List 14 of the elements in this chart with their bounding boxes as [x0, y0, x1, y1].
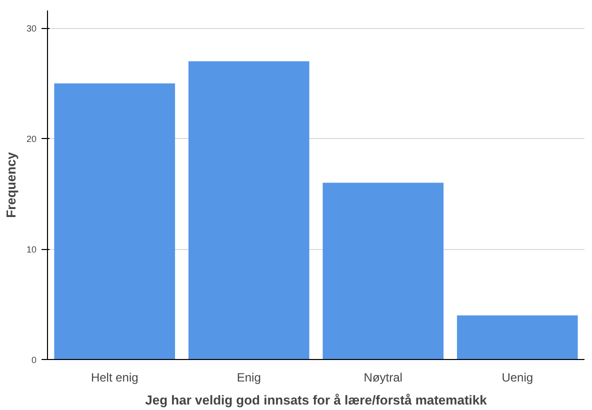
bar — [54, 83, 176, 360]
x-tick-label: Enig — [236, 370, 261, 384]
y-tick-label: 10 — [26, 244, 37, 255]
y-tick-label: 30 — [26, 24, 37, 34]
x-tick-label: Helt enig — [90, 370, 138, 384]
bar — [188, 61, 310, 360]
y-tick-label: 20 — [26, 134, 37, 144]
x-axis-title: Jeg har veldig god innsats for å lære/forstå matematikk — [145, 392, 488, 408]
bar — [322, 182, 444, 360]
bar — [456, 315, 578, 360]
x-tick-label: Uenig — [502, 370, 534, 384]
y-tick-label: 0 — [31, 355, 37, 365]
y-axis-title: Frequency — [3, 151, 18, 218]
x-tick-label: Nøytral — [364, 370, 402, 384]
